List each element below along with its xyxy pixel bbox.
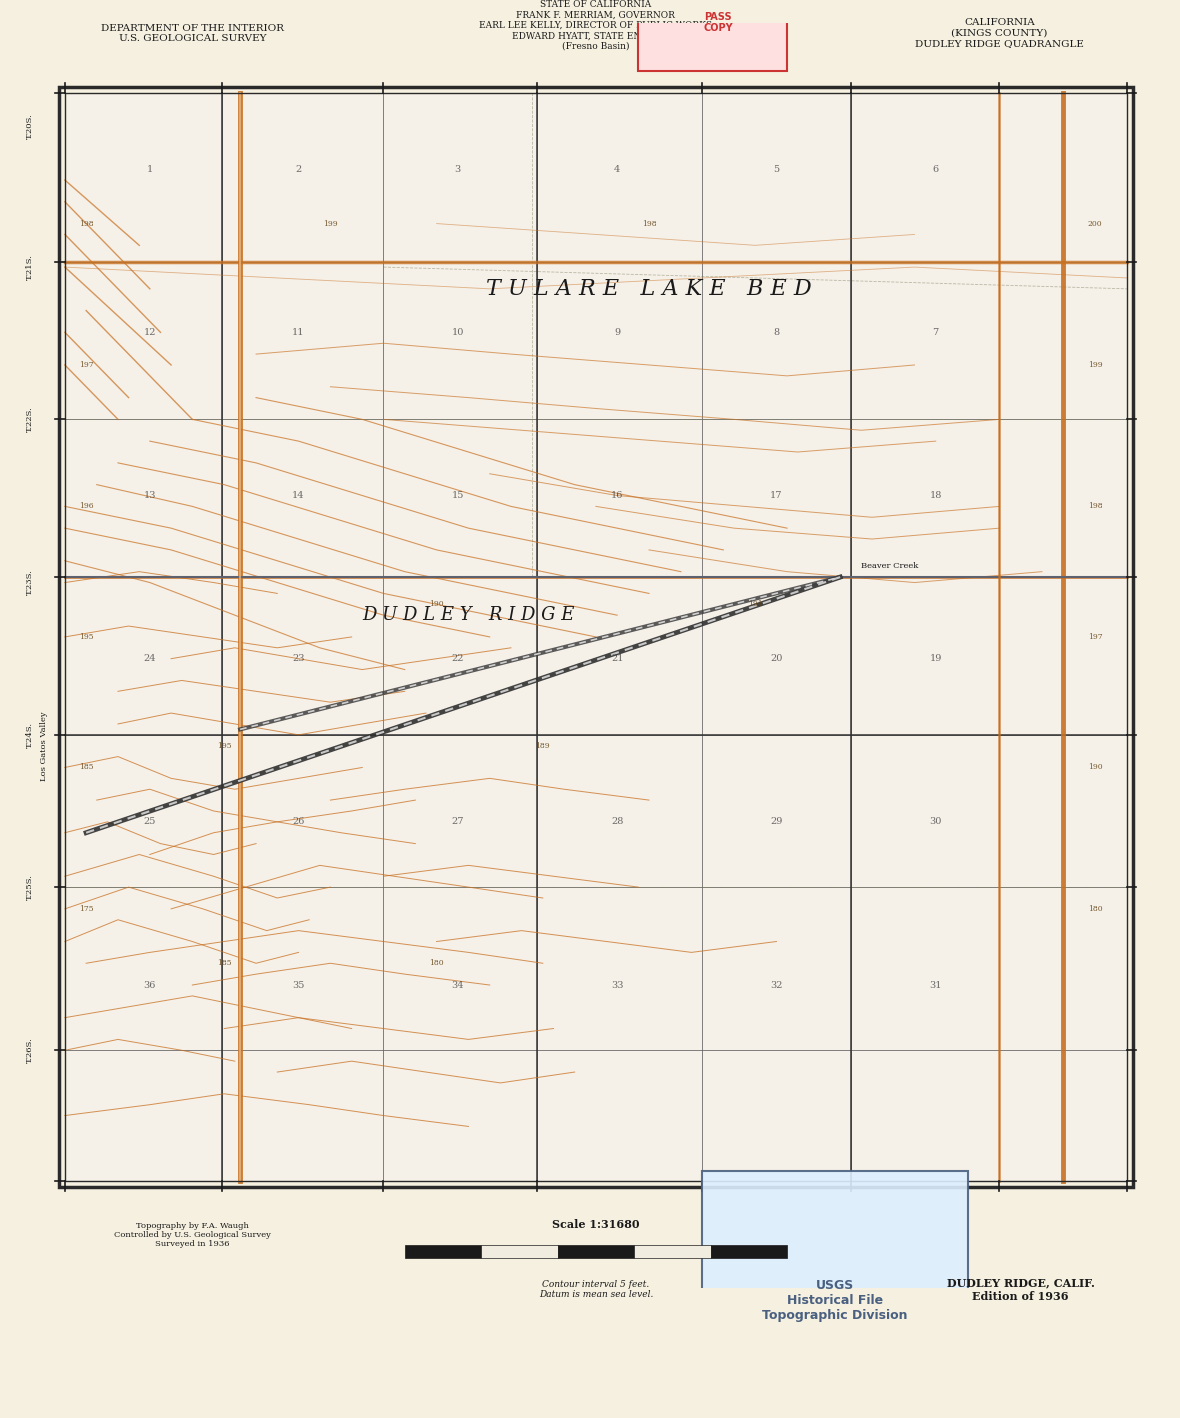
Text: 31: 31: [930, 980, 942, 990]
Text: Contour interval 5 feet.
Datum is mean sea level.: Contour interval 5 feet. Datum is mean s…: [539, 1280, 653, 1299]
Text: 25: 25: [144, 817, 156, 827]
Text: 36: 36: [144, 980, 156, 990]
Text: 22: 22: [452, 654, 464, 664]
Text: 4: 4: [614, 164, 621, 173]
Bar: [405, 1245, 481, 1258]
Text: 2: 2: [295, 164, 302, 173]
Bar: [65, 94, 1127, 1181]
Bar: [638, 0, 787, 71]
Text: T.25S.: T.25S.: [26, 873, 33, 900]
Text: 196: 196: [79, 502, 93, 510]
Bar: [65, 94, 1127, 1181]
Text: T.21S.: T.21S.: [26, 254, 33, 279]
Text: 13: 13: [144, 491, 156, 501]
Text: 199: 199: [1088, 362, 1102, 369]
Text: 191: 191: [748, 600, 762, 608]
Text: 17: 17: [771, 491, 782, 501]
Text: 190: 190: [1088, 763, 1102, 771]
Text: 30: 30: [930, 817, 942, 827]
Text: 185: 185: [79, 763, 93, 771]
Text: 33: 33: [611, 980, 623, 990]
Text: 34: 34: [452, 980, 464, 990]
Text: T.24S.: T.24S.: [26, 722, 33, 747]
Text: 12: 12: [144, 328, 156, 337]
Bar: [710, 1245, 787, 1258]
Text: 195: 195: [217, 742, 231, 750]
Text: T.26S.: T.26S.: [26, 1038, 33, 1064]
Text: 28: 28: [611, 817, 623, 827]
Text: 8: 8: [773, 328, 780, 337]
Text: 185: 185: [217, 959, 231, 967]
Text: CALIFORNIA
(KINGS COUNTY)
DUDLEY RIDGE QUADRANGLE: CALIFORNIA (KINGS COUNTY) DUDLEY RIDGE Q…: [914, 18, 1084, 48]
Text: 189: 189: [536, 742, 550, 750]
Text: Los Gatos Valley: Los Gatos Valley: [40, 710, 47, 780]
Text: D U D L E Y   R I D G E: D U D L E Y R I D G E: [362, 605, 575, 624]
Text: 7: 7: [932, 328, 939, 337]
Text: 18: 18: [930, 491, 942, 501]
Text: PASS
COPY: PASS COPY: [703, 11, 733, 33]
Text: 32: 32: [771, 980, 782, 990]
Text: 199: 199: [323, 220, 337, 227]
Text: 27: 27: [452, 817, 464, 827]
Text: 16: 16: [611, 491, 623, 501]
Text: 200: 200: [1088, 220, 1102, 227]
Text: DUDLEY RIDGE, CALIF.
Edition of 1936: DUDLEY RIDGE, CALIF. Edition of 1936: [946, 1278, 1095, 1302]
Text: Topography by F.A. Waugh
Controlled by U.S. Geological Survey
Surveyed in 1936: Topography by F.A. Waugh Controlled by U…: [114, 1222, 270, 1248]
Text: 180: 180: [1088, 905, 1102, 913]
Bar: [481, 1245, 558, 1258]
Text: Beaver Creek: Beaver Creek: [861, 562, 919, 570]
Text: 14: 14: [293, 491, 304, 501]
Bar: [59, 86, 1133, 1187]
Text: 180: 180: [430, 959, 444, 967]
Bar: [558, 1245, 634, 1258]
Text: STATE OF CALIFORNIA
FRANK F. MERRIAM, GOVERNOR
EARL LEE KELLY, DIRECTOR OF PUBLI: STATE OF CALIFORNIA FRANK F. MERRIAM, GO…: [479, 0, 713, 51]
Text: T.22S.: T.22S.: [26, 407, 33, 432]
Text: 6: 6: [932, 164, 939, 173]
Text: 5: 5: [773, 164, 780, 173]
Bar: [634, 1245, 710, 1258]
Text: Scale 1:31680: Scale 1:31680: [552, 1219, 640, 1229]
Text: 190: 190: [430, 600, 444, 608]
Text: T.20S.: T.20S.: [26, 113, 33, 139]
Text: 10: 10: [452, 328, 464, 337]
Text: 20: 20: [771, 654, 782, 664]
Text: 195: 195: [79, 632, 93, 641]
Text: 197: 197: [1088, 632, 1102, 641]
Text: 11: 11: [293, 328, 304, 337]
Text: 35: 35: [293, 980, 304, 990]
Text: DEPARTMENT OF THE INTERIOR
U.S. GEOLOGICAL SURVEY: DEPARTMENT OF THE INTERIOR U.S. GEOLOGIC…: [100, 24, 284, 43]
Text: 3: 3: [454, 164, 461, 173]
Text: 198: 198: [79, 220, 93, 227]
Text: 26: 26: [293, 817, 304, 827]
Text: 197: 197: [79, 362, 93, 369]
Text: 23: 23: [293, 654, 304, 664]
Text: USGS
Historical File
Topographic Division: USGS Historical File Topographic Divisio…: [762, 1279, 907, 1322]
Text: T U L A R E   L A K E   B E D: T U L A R E L A K E B E D: [486, 278, 812, 299]
Bar: [702, 1171, 968, 1398]
Text: 29: 29: [771, 817, 782, 827]
Text: T.23S.: T.23S.: [26, 570, 33, 596]
Text: 24: 24: [144, 654, 156, 664]
Text: 198: 198: [1088, 502, 1102, 510]
Text: 9: 9: [614, 328, 621, 337]
Text: 19: 19: [930, 654, 942, 664]
Text: 198: 198: [642, 220, 656, 227]
Text: 21: 21: [611, 654, 623, 664]
Text: 175: 175: [79, 905, 93, 913]
Text: 1: 1: [146, 164, 153, 173]
Text: 15: 15: [452, 491, 464, 501]
